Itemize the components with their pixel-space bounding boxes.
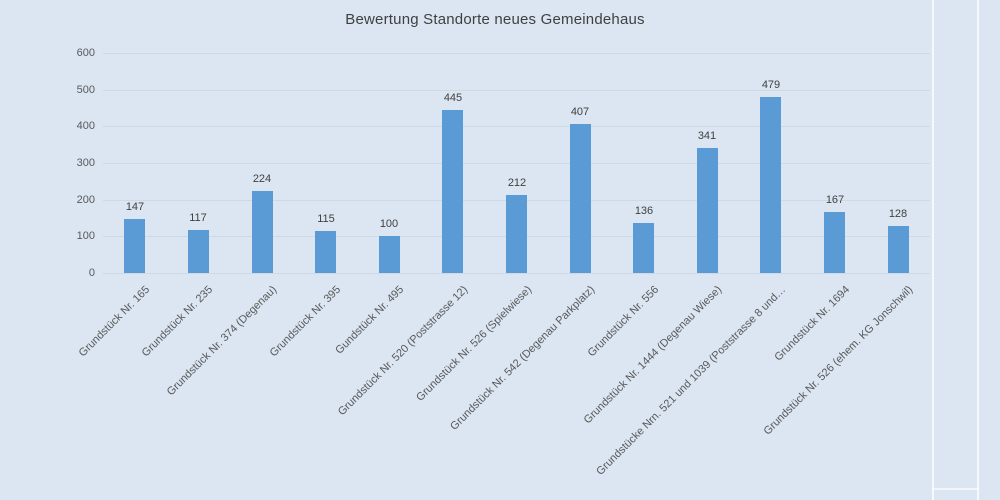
bar-value-label: 128	[888, 208, 908, 220]
y-axis-tick-label: 0	[88, 267, 95, 279]
bar	[442, 110, 463, 273]
y-axis-tick-label: 200	[76, 194, 95, 206]
gridline	[103, 90, 930, 91]
gridline	[103, 126, 930, 127]
y-axis-tick-label: 300	[76, 157, 95, 169]
bar-value-label: 479	[761, 79, 781, 91]
bar-value-label: 341	[697, 130, 717, 142]
background-seam-line	[977, 0, 979, 500]
y-axis-tick-label: 500	[76, 84, 95, 96]
gridline	[103, 273, 930, 274]
y-axis-tick-label: 100	[76, 230, 95, 242]
bar	[824, 212, 845, 273]
bar-value-label: 224	[252, 173, 272, 185]
plot-area	[103, 53, 930, 274]
background-seam-line	[932, 0, 934, 500]
chart-title: Bewertung Standorte neues Gemeindehaus	[345, 11, 645, 28]
bar-value-label: 407	[570, 106, 590, 118]
bar	[252, 191, 273, 273]
gridline	[103, 53, 930, 54]
bar-value-label: 147	[125, 201, 145, 213]
bar	[124, 219, 145, 273]
bar	[188, 230, 209, 273]
bar	[506, 195, 527, 273]
bar-value-label: 212	[507, 177, 527, 189]
bar-value-label: 100	[379, 218, 399, 230]
gridline	[103, 163, 930, 164]
y-axis-tick-label: 400	[76, 120, 95, 132]
bar	[315, 231, 336, 273]
bar-value-label: 136	[634, 205, 654, 217]
bar-value-label: 117	[189, 212, 207, 224]
bar	[570, 124, 591, 273]
y-axis-tick-label: 600	[76, 47, 95, 59]
bar	[697, 148, 718, 273]
bar-value-label: 115	[317, 213, 335, 225]
bar	[633, 223, 654, 273]
bar-value-label: 167	[825, 194, 845, 206]
background-seam-line	[932, 488, 979, 490]
bar	[760, 97, 781, 273]
category-label: Grundstück Nr. 165	[76, 283, 153, 360]
bar-value-label: 445	[443, 92, 463, 104]
bar	[888, 226, 909, 273]
bar	[379, 236, 400, 273]
